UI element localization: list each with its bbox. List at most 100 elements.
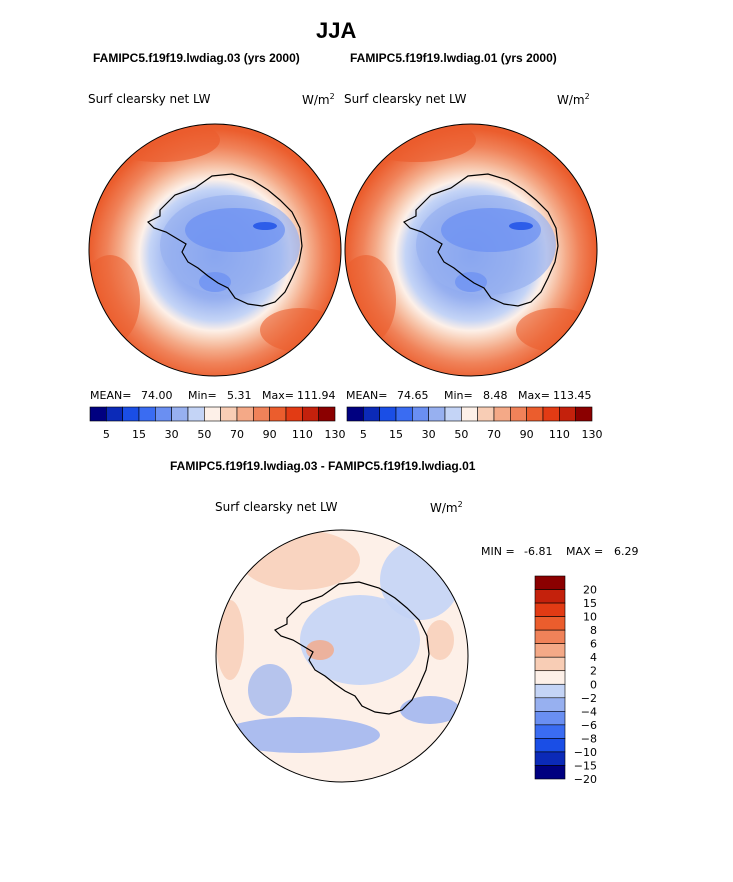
panel-a-colorbar-swatch-5 <box>171 406 189 422</box>
diff-colorbar-swatch-11 <box>534 724 566 739</box>
diff-colorbar-tick-12: −10 <box>574 746 597 759</box>
diff-colorbar-tick-11: −8 <box>581 732 597 745</box>
panel-a-colorbar-swatch-2 <box>122 406 140 422</box>
panel-a-colorbar-swatch-4 <box>155 406 172 422</box>
panel-a-colorbar-swatch-13 <box>302 406 319 422</box>
panel-a-units-exp: 2 <box>329 92 335 101</box>
panel-b-colorbar-tick-2: 30 <box>422 428 436 441</box>
panel-b-colorbar-swatch-11 <box>526 406 544 422</box>
panel-b-colorbar-swatch-1 <box>363 406 380 422</box>
diff-colorbar-tick-10: −6 <box>581 719 597 732</box>
panel-a-min-label: Min= <box>188 389 217 402</box>
diff-colorbar-swatch-0 <box>534 575 566 590</box>
season-title: JJA <box>316 18 357 43</box>
panel-b-colorbar-swatch-5 <box>428 406 446 422</box>
panel-a-boundary <box>88 123 342 377</box>
panel-b-colorbar: 5 15 30 50 70 90 110 130 <box>346 406 603 441</box>
panel-a-mean: 74.00 <box>141 389 173 402</box>
diff-colorbar-tick-2: 10 <box>583 611 597 624</box>
panel-a-colorbar-swatch-7 <box>204 406 221 422</box>
panel-b-boundary <box>344 123 598 377</box>
panel-a-colorbar-swatch-6 <box>187 406 205 422</box>
panel-b-colorbar-tick-5: 90 <box>520 428 534 441</box>
panel-a-colorbar-tick-3: 50 <box>197 428 211 441</box>
panel-a-colorbar-tick-7: 130 <box>325 428 346 441</box>
panel-b-colorbar-tick-7: 130 <box>582 428 603 441</box>
panel-a-colorbar-swatch-1 <box>106 406 123 422</box>
panel-b-colorbar-tick-1: 15 <box>389 428 403 441</box>
panel-b-colorbar-swatch-2 <box>379 406 397 422</box>
diff-max-label: MAX = <box>566 545 604 558</box>
panel-b-mean: 74.65 <box>397 389 429 402</box>
panel-a-map <box>89 124 341 376</box>
diff-units-exp: 2 <box>457 500 463 509</box>
diff-units: W/m2 <box>430 500 463 515</box>
panel-a-colorbar: 5 15 30 50 70 90 110 130 <box>89 406 346 441</box>
diff-colorbar-swatch-8 <box>534 683 566 699</box>
diff-max: 6.29 <box>614 545 639 558</box>
panel-a-colorbar-swatch-9 <box>236 406 254 422</box>
diff-colorbar-swatch-1 <box>534 589 566 604</box>
diff-coastline <box>273 581 430 715</box>
panel-b-colorbar-swatch-7 <box>461 406 478 422</box>
panel-b-colorbar-swatch-10 <box>510 406 527 422</box>
panel-a-colorbar-tick-6: 110 <box>292 428 313 441</box>
panel-b-colorbar-swatch-14 <box>575 406 593 422</box>
panel-a-colorbar-tick-5: 90 <box>263 428 277 441</box>
diff-colorbar-swatch-3 <box>534 616 566 631</box>
panel-a-units: W/m2 <box>302 92 335 107</box>
diff-colorbar-tick-6: 2 <box>590 665 597 678</box>
panel-a-colorbar-swatch-12 <box>285 406 303 422</box>
diff-colorbar-tick-4: 6 <box>590 638 597 651</box>
diff-colorbar-swatch-13 <box>534 751 566 766</box>
panel-b-colorbar-swatch-3 <box>395 406 413 422</box>
panel-a-colorbar-tick-2: 30 <box>165 428 179 441</box>
panel-a-colorbar-tick-0: 5 <box>103 428 110 441</box>
panel-a-max-label: Max= <box>262 389 294 402</box>
panel-b-variable: Surf clearsky net LW <box>344 92 467 106</box>
panel-a-colorbar-swatch-10 <box>253 406 270 422</box>
diff-colorbar-tick-0: 20 <box>583 584 597 597</box>
diff-colorbar-tick-1: 15 <box>583 597 597 610</box>
diff-colorbar-tick-14: −20 <box>574 773 597 786</box>
diff-colorbar-tick-7: 0 <box>590 678 597 691</box>
panel-a-max: 111.94 <box>297 389 336 402</box>
panel-a-mean-label: MEAN= <box>90 389 132 402</box>
diff-map <box>216 530 468 782</box>
panel-b-colorbar-tick-3: 50 <box>454 428 468 441</box>
panel-b-min: 8.48 <box>483 389 508 402</box>
panel-a-colorbar-swatch-3 <box>138 406 156 422</box>
diff-colorbar-tick-13: −15 <box>574 759 597 772</box>
panel-b-units: W/m2 <box>557 92 590 107</box>
panel-b-mean-label: MEAN= <box>346 389 388 402</box>
diff-colorbar-swatch-6 <box>534 656 566 672</box>
panel-b-colorbar-swatch-9 <box>493 406 511 422</box>
panel-a-colorbar-swatch-11 <box>269 406 287 422</box>
diff-min: -6.81 <box>524 545 553 558</box>
panel-a-min: 5.31 <box>227 389 252 402</box>
diff-colorbar-tick-3: 8 <box>590 624 597 637</box>
diff-units-base: W/m <box>430 501 458 515</box>
panel-b-colorbar-tick-6: 110 <box>549 428 570 441</box>
panel-b-colorbar-tick-0: 5 <box>360 428 367 441</box>
case-a-title: FAMIPC5.f19f19.lwdiag.03 (yrs 2000) <box>93 51 300 65</box>
panel-a-colorbar-tick-4: 70 <box>230 428 244 441</box>
diff-colorbar-swatch-7 <box>534 670 566 685</box>
panel-b-coastline <box>402 173 559 307</box>
diff-boundary <box>215 529 469 783</box>
diff-colorbar-swatch-2 <box>534 602 566 617</box>
diff-colorbar-tick-8: −2 <box>581 692 597 705</box>
panel-b-colorbar-tick-4: 70 <box>487 428 501 441</box>
diff-colorbar-swatch-5 <box>534 643 566 658</box>
diff-colorbar-swatch-4 <box>534 629 566 644</box>
diff-min-label: MIN = <box>481 545 515 558</box>
panel-b-colorbar-swatch-12 <box>542 406 560 422</box>
panel-a-colorbar-swatch-0 <box>89 406 107 422</box>
panel-a-colorbar-swatch-8 <box>220 406 238 422</box>
panel-b-colorbar-swatch-13 <box>559 406 576 422</box>
diff-colorbar-swatch-14 <box>534 765 566 780</box>
panel-b-colorbar-swatch-6 <box>444 406 462 422</box>
panel-b-colorbar-swatch-8 <box>477 406 495 422</box>
